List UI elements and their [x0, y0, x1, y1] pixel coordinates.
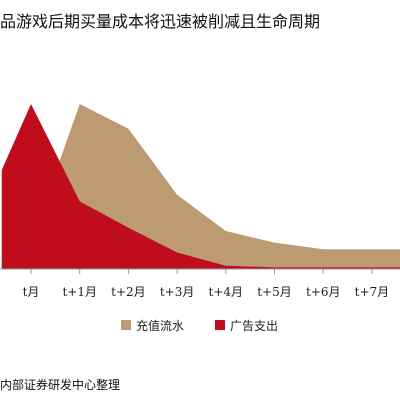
source-note: 内部证券研发中心整理: [0, 378, 121, 392]
legend-swatch-2: [215, 320, 225, 330]
legend-label-1: 充值流水: [136, 318, 184, 333]
x-tick-label: t+6月: [306, 285, 341, 299]
x-tick-label: t+1月: [62, 285, 97, 299]
legend: 充值流水 广告支出: [121, 318, 278, 333]
area-layer: [1, 104, 400, 269]
chart-title: 品游戏后期买量成本将迅速被削减且生命周期: [0, 12, 321, 31]
x-tick-label: t+5月: [257, 285, 292, 299]
legend-swatch-1: [121, 320, 131, 330]
area-series-2: [1, 104, 400, 269]
x-tick-label: t月: [23, 285, 40, 299]
x-tick-label: t+4月: [209, 285, 244, 299]
x-tick-label: t+3月: [160, 285, 195, 299]
x-tick-layer: t月 t+1月 t+2月 t+3月 t+4月 t+5月 t+6月 t+7月: [23, 269, 390, 299]
x-tick-label: t+7月: [355, 285, 390, 299]
legend-label-2: 广告支出: [230, 319, 278, 333]
x-tick-label: t+2月: [111, 285, 146, 299]
